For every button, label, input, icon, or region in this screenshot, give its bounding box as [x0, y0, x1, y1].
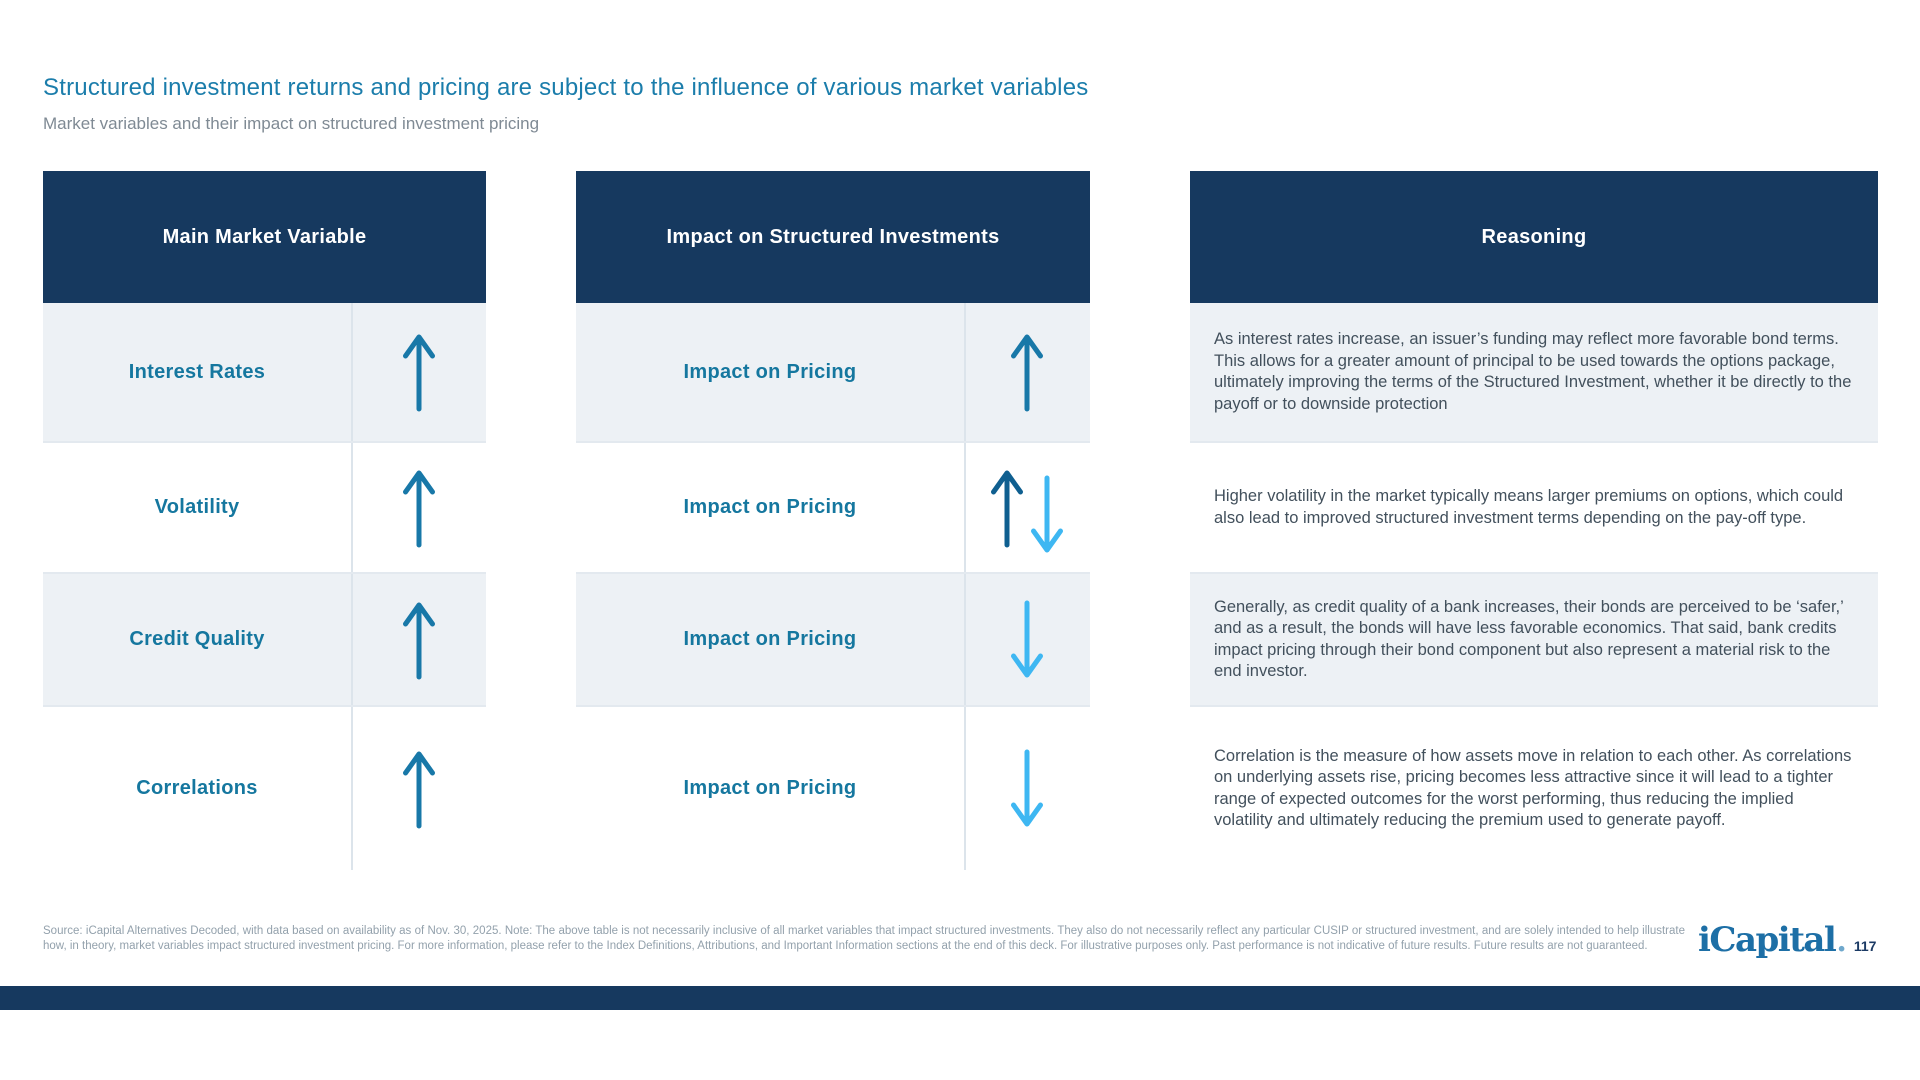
page-title: Structured investment returns and pricin… — [43, 74, 1089, 101]
impact-label: Impact on Pricing — [576, 303, 966, 441]
logo-dot: . — [1836, 924, 1847, 959]
up-arrow-icon — [402, 599, 436, 681]
table-reasoning: Reasoning As interest rates increase, an… — [1190, 171, 1878, 870]
table-main-market-variable: Main Market Variable Interest Rates Vola… — [43, 171, 486, 870]
table-row: Generally, as credit quality of a bank i… — [1190, 572, 1878, 705]
up-arrow-icon — [402, 467, 436, 549]
table-row: Impact on Pricing — [576, 303, 1090, 441]
down-arrow-icon — [1010, 748, 1044, 830]
reasoning-text: Correlation is the measure of how assets… — [1214, 746, 1852, 830]
table-row: Volatility — [43, 441, 486, 572]
table-row: Interest Rates — [43, 303, 486, 441]
reasoning-text: Higher volatility in the market typicall… — [1214, 487, 1844, 527]
page-number: 117 — [1853, 938, 1877, 954]
table-row: Higher volatility in the market typicall… — [1190, 441, 1878, 572]
table-row: Impact on Pricing — [576, 441, 1090, 572]
impact-label: Impact on Pricing — [576, 574, 966, 705]
variable-label: Volatility — [43, 443, 353, 572]
page-subtitle: Market variables and their impact on str… — [43, 114, 540, 133]
variable-label: Interest Rates — [43, 303, 353, 441]
impact-label: Impact on Pricing — [576, 707, 966, 870]
table-row: Correlation is the measure of how assets… — [1190, 705, 1878, 870]
down-arrow-icon — [1010, 599, 1044, 681]
up-arrow-icon — [402, 331, 436, 413]
column-header-main-market-variable: Main Market Variable — [43, 171, 486, 303]
column-header-impact: Impact on Structured Investments — [576, 171, 1090, 303]
icapital-logo: iCapital . 117 — [1698, 920, 1876, 960]
up-down-arrow-icon — [990, 460, 1064, 556]
variable-label: Correlations — [43, 707, 353, 870]
table-row: Correlations — [43, 705, 486, 870]
bottom-accent-bar — [0, 986, 1920, 1010]
variable-label: Credit Quality — [43, 574, 353, 705]
logo-wordmark: iCapital — [1698, 920, 1837, 960]
up-arrow-icon — [1010, 331, 1044, 413]
reasoning-text: Generally, as credit quality of a bank i… — [1214, 597, 1844, 681]
column-header-reasoning: Reasoning — [1190, 171, 1878, 303]
reasoning-text: As interest rates increase, an issuer’s … — [1214, 330, 1852, 413]
table-row: Credit Quality — [43, 572, 486, 705]
footer-source-text: Source: iCapital Alternatives Decoded, w… — [43, 925, 1685, 952]
table-row: Impact on Pricing — [576, 572, 1090, 705]
table-row: Impact on Pricing — [576, 705, 1090, 870]
up-arrow-icon — [402, 748, 436, 830]
table-impact-on-structured-investments: Impact on Structured Investments Impact … — [576, 171, 1090, 870]
table-row: As interest rates increase, an issuer’s … — [1190, 303, 1878, 441]
impact-label: Impact on Pricing — [576, 443, 966, 572]
